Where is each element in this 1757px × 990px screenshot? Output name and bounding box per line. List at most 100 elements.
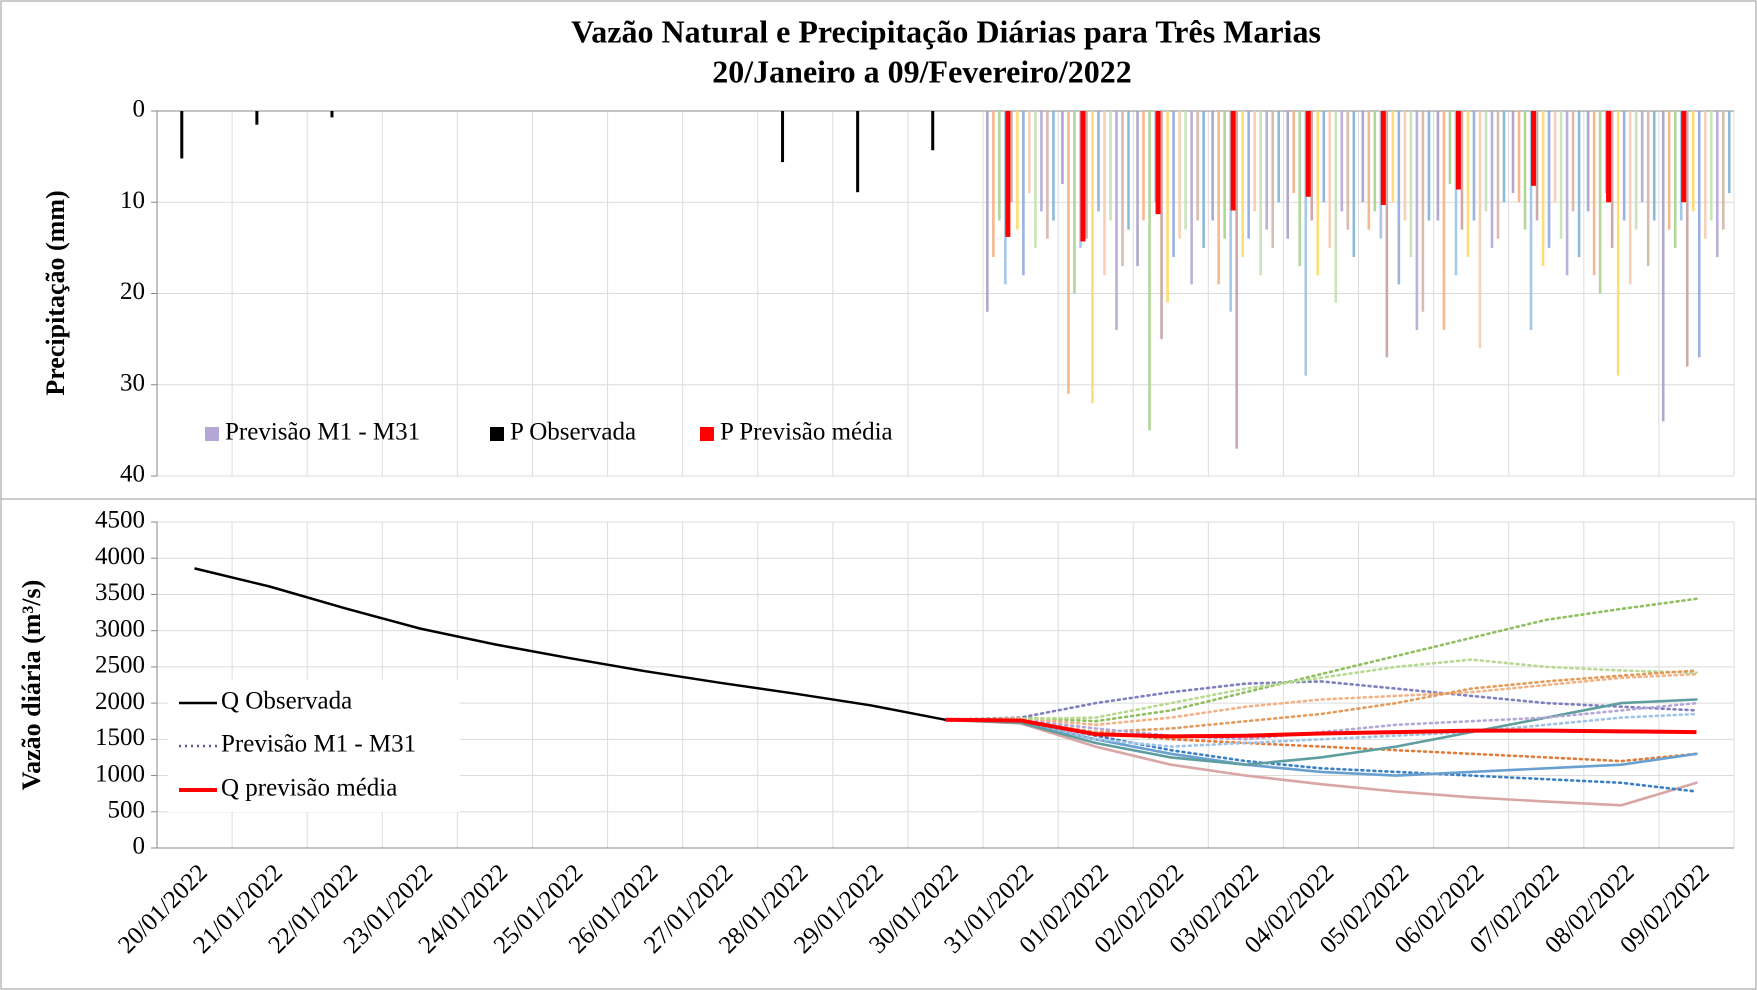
member-bar bbox=[1502, 111, 1506, 203]
y-axis-label: Precipitação (mm) bbox=[41, 190, 70, 395]
member-bar bbox=[1217, 111, 1220, 285]
y-tick-label: 4500 bbox=[95, 507, 145, 534]
member-bar bbox=[1328, 111, 1332, 248]
legend-swatch bbox=[700, 427, 714, 441]
mean-bar bbox=[1380, 111, 1386, 205]
member-bar bbox=[1427, 111, 1431, 221]
member-bar bbox=[1559, 111, 1563, 239]
member-line bbox=[944, 698, 1698, 767]
member-bar bbox=[1478, 111, 1482, 349]
mean-line bbox=[945, 717, 1697, 739]
mean-bar bbox=[1681, 111, 1687, 203]
member-bar bbox=[1073, 111, 1076, 294]
member-bar bbox=[1022, 111, 1025, 276]
member-bar bbox=[1097, 111, 1100, 212]
member-bar bbox=[1259, 111, 1262, 276]
member-bar bbox=[1448, 111, 1452, 184]
member-bar bbox=[1436, 111, 1440, 221]
member-bar bbox=[1271, 111, 1275, 248]
member-bar bbox=[1466, 111, 1470, 257]
member-bar bbox=[1697, 111, 1701, 358]
member-bar bbox=[1367, 111, 1371, 230]
legend-label: P Observada bbox=[510, 419, 636, 446]
mean-bar bbox=[1155, 111, 1161, 215]
observed-bar bbox=[931, 111, 935, 151]
member-bar bbox=[1703, 111, 1707, 239]
member-bar bbox=[1010, 111, 1013, 203]
member-bar bbox=[1715, 111, 1719, 257]
member-bar bbox=[1721, 111, 1725, 230]
y-tick-label: 1000 bbox=[95, 760, 145, 787]
member-bar bbox=[1454, 111, 1458, 276]
member-bar bbox=[1691, 111, 1695, 212]
member-bar bbox=[1127, 111, 1130, 230]
member-bar bbox=[1373, 111, 1377, 212]
member-bar bbox=[1085, 111, 1088, 239]
member-bar bbox=[1460, 111, 1464, 230]
member-bar bbox=[1298, 111, 1302, 267]
member-bar bbox=[1310, 111, 1314, 221]
member-bar bbox=[1109, 111, 1112, 221]
y-tick-label: 3000 bbox=[95, 615, 145, 642]
member-bar bbox=[992, 111, 995, 257]
legend-label: Q Observada bbox=[221, 688, 352, 715]
y-tick-label: 40 bbox=[120, 461, 145, 488]
member-bar bbox=[1142, 111, 1145, 221]
member-bar bbox=[1052, 111, 1055, 221]
member-bar bbox=[1496, 111, 1500, 239]
observed-bar bbox=[330, 111, 334, 118]
member-line bbox=[944, 712, 1698, 748]
member-bar bbox=[1190, 111, 1193, 285]
member-bar bbox=[1016, 111, 1019, 230]
member-bar bbox=[1685, 111, 1689, 367]
y-tick-label: 1500 bbox=[95, 724, 145, 751]
member-bar bbox=[1727, 111, 1731, 194]
member-bar bbox=[1472, 111, 1476, 221]
member-bar bbox=[1136, 111, 1139, 267]
y-tick-label: 30 bbox=[120, 369, 145, 396]
y-tick-label: 3500 bbox=[95, 579, 145, 606]
legend-label: P Previsão média bbox=[720, 419, 893, 446]
member-line bbox=[944, 597, 1698, 723]
member-bar bbox=[1391, 111, 1395, 203]
member-bar bbox=[1385, 111, 1389, 358]
member-bar bbox=[1640, 111, 1644, 203]
y-tick-label: 2500 bbox=[95, 652, 145, 679]
member-bar bbox=[1322, 111, 1326, 203]
legend-label: Previsão M1 - M31 bbox=[221, 731, 416, 758]
member-bar bbox=[1667, 111, 1671, 230]
member-bar bbox=[1121, 111, 1124, 267]
member-line bbox=[944, 658, 1698, 722]
member-bar bbox=[1673, 111, 1677, 248]
member-bar bbox=[1541, 111, 1545, 267]
member-bar bbox=[1610, 111, 1614, 248]
observed-line bbox=[194, 567, 946, 722]
member-bar bbox=[1034, 111, 1037, 248]
member-bar bbox=[1235, 111, 1238, 449]
member-bar bbox=[1352, 111, 1356, 257]
member-bar bbox=[1616, 111, 1620, 376]
member-bar bbox=[1040, 111, 1043, 212]
y-tick-label: 2000 bbox=[95, 688, 145, 715]
member-bar bbox=[1652, 111, 1656, 221]
y-tick-label: 20 bbox=[120, 278, 145, 305]
member-bar bbox=[1028, 111, 1031, 194]
member-bar bbox=[1511, 111, 1515, 194]
member-bar bbox=[1223, 111, 1226, 239]
member-bar bbox=[1709, 111, 1713, 221]
mean-bar bbox=[1455, 111, 1461, 190]
member-bar bbox=[1592, 111, 1596, 276]
mean-bar bbox=[1606, 111, 1612, 203]
member-bar bbox=[1586, 111, 1590, 212]
observed-bar bbox=[180, 111, 184, 159]
member-bar bbox=[1304, 111, 1308, 376]
member-bar bbox=[1490, 111, 1494, 248]
member-bar bbox=[1628, 111, 1632, 285]
member-bar bbox=[1046, 111, 1049, 239]
member-bar bbox=[1535, 111, 1539, 221]
member-bar bbox=[986, 111, 989, 312]
member-bar bbox=[1292, 111, 1296, 194]
member-bar bbox=[1172, 111, 1175, 257]
member-bar bbox=[1622, 111, 1626, 221]
member-bar bbox=[1442, 111, 1446, 330]
